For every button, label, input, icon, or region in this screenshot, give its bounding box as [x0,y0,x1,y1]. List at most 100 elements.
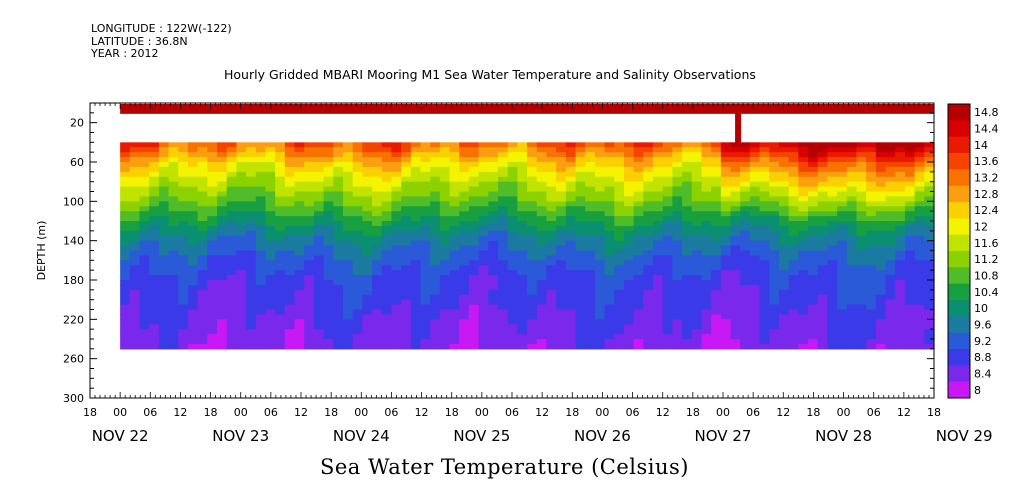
heatmap-cell [391,152,402,158]
heatmap-cell [565,171,577,178]
heatmap-cell [585,147,596,153]
heatmap-cell [672,191,683,198]
heatmap-cell [246,166,257,173]
heatmap-cell [352,304,363,311]
heatmap-cell [430,289,441,296]
heatmap-cell [730,280,741,286]
heatmap-cell [187,206,199,212]
heatmap-cell [924,230,935,237]
heatmap-cell [468,186,480,193]
heatmap-cell [139,270,150,276]
heatmap-cell [420,216,431,222]
heatmap-cell [778,235,790,242]
heatmap-cell [527,166,538,173]
heatmap-cell [594,289,606,296]
heatmap-cell [691,162,703,168]
heatmap-cell [904,289,916,296]
heatmap-cell [798,294,809,301]
heatmap-cell [439,299,451,306]
heatmap-cell [313,166,325,173]
heatmap-cell [875,225,887,232]
heatmap-cell [623,329,635,335]
heatmap-cell [217,343,228,350]
heatmap-cell [653,230,664,237]
heatmap-cell [556,280,567,286]
heatmap-cell [585,221,596,227]
heatmap-cell [410,265,422,271]
heatmap-cell [594,280,606,286]
heatmap-cell [507,329,518,335]
heatmap-cell [904,280,916,286]
heatmap-cell [614,201,625,207]
heatmap-cell [246,260,257,266]
heatmap-cell [410,142,422,148]
heatmap-cell [352,299,363,306]
heatmap-cell [226,255,238,261]
heatmap-cell [139,294,150,301]
heatmap-cell [410,270,422,276]
heatmap-cell [798,314,809,320]
heatmap-cell [895,319,906,325]
heatmap-cell [129,230,141,237]
heatmap-cell [653,191,664,198]
heatmap-cell [507,240,518,247]
heatmap-cell [129,221,141,227]
heatmap-cell [275,334,286,340]
heatmap-cell [788,201,799,207]
heatmap-cell [197,294,208,301]
heatmap-cell [769,186,780,193]
heatmap-cell [449,162,460,168]
heatmap-cell [139,265,150,271]
heatmap-cell [604,206,615,212]
heatmap-cell [178,235,189,242]
heatmap-cell [527,319,538,325]
heatmap-cell [420,250,431,257]
heatmap-cell [614,235,625,242]
heatmap-cell [856,304,867,311]
heatmap-cell [623,196,635,202]
heatmap-cell [846,147,858,153]
heatmap-cell [478,221,489,227]
heatmap-cell [527,314,538,320]
heatmap-cell [691,147,703,153]
heatmap-cell [691,191,703,198]
colorbar-swatch [948,202,970,219]
heatmap-cell [372,181,383,188]
heatmap-cell [875,265,887,271]
heatmap-cell [178,171,189,178]
heatmap-cell [730,201,741,207]
heatmap-cell [391,211,402,217]
heatmap-cell [924,152,935,158]
heatmap-cell [352,309,363,316]
heatmap-cell [226,275,238,281]
heatmap-cell [430,191,441,198]
heatmap-cell [362,265,373,271]
heatmap-cell [614,225,625,232]
heatmap-cell [914,250,925,257]
heatmap-cell [653,304,664,311]
heatmap-cell [914,275,925,281]
heatmap-cell [284,157,296,163]
heatmap-cell [507,196,518,202]
heatmap-cell [352,230,363,237]
heatmap-cell [381,245,393,252]
heatmap-cell [149,201,160,207]
heatmap-cell [817,250,829,257]
heatmap-cell [711,260,722,266]
heatmap-cell [604,142,615,148]
heatmap-cell [711,309,722,316]
heatmap-cell [817,235,829,242]
heatmap-cell [866,186,877,193]
heatmap-cell [778,147,790,153]
heatmap-cell [449,157,460,163]
heatmap-cell [333,181,344,188]
heatmap-cell [459,240,470,247]
heatmap-cell [120,181,131,188]
heatmap-cell [565,221,577,227]
heatmap-cell [536,280,548,286]
heatmap-cell [691,176,703,183]
heatmap-cell [682,171,693,178]
heatmap-cell [129,343,141,350]
x-hour-label: 06 [626,406,640,419]
heatmap-cell [468,147,480,153]
